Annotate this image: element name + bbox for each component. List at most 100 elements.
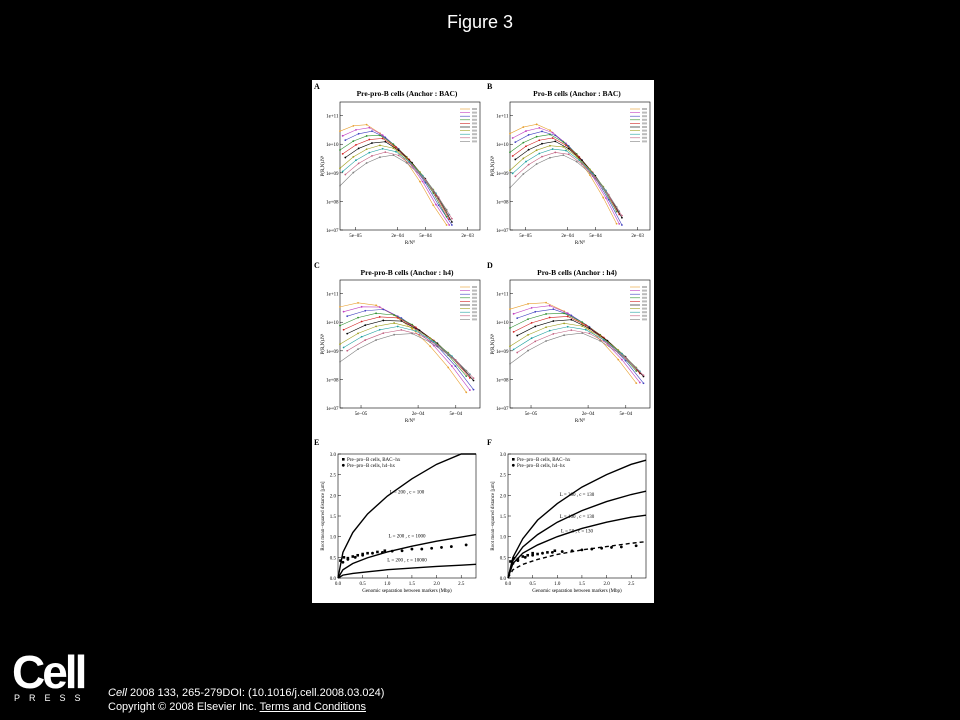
series-line (347, 329, 474, 379)
series-point (588, 332, 591, 335)
x-axis-label: Genomic separation between markers (Mbp) (532, 589, 622, 594)
series-point (342, 346, 345, 349)
series-point (450, 365, 453, 367)
series-point (620, 358, 623, 361)
curve-label: L = 200 , c = 10000 (387, 558, 427, 563)
series-point (565, 149, 567, 152)
series-point (352, 140, 355, 143)
y-axis-label: Root mean−squared distance [µm] (321, 481, 326, 550)
legend-entry-text (472, 115, 477, 118)
series-line (345, 130, 453, 226)
y-tick-label: 2.5 (330, 474, 337, 479)
series-line (339, 124, 447, 226)
y-axis-label: Root mean−squared distance [µm] (491, 481, 496, 550)
series-point (584, 328, 587, 331)
series-point (581, 163, 583, 165)
data-point-circle (590, 547, 594, 551)
series-point (552, 332, 555, 335)
y-tick-label: 2.0 (330, 494, 337, 499)
legend-marker-circle (511, 463, 515, 467)
data-point-square (536, 552, 539, 556)
series-point (392, 147, 395, 150)
series-point (538, 152, 541, 155)
x-tick-label: 1.0 (554, 582, 561, 587)
y-tick-label: 1e+07 (326, 407, 339, 412)
model-curve (507, 459, 647, 579)
model-curve (507, 514, 647, 579)
series-point (395, 150, 397, 153)
series-point (360, 335, 363, 338)
data-point-square (356, 553, 360, 557)
series-point (371, 130, 373, 133)
series-point (541, 130, 543, 133)
data-point-circle (580, 548, 584, 552)
series-point (384, 136, 387, 139)
series-point (522, 173, 525, 175)
panel-title-c: Pre-pro-B cells (Anchor : h4) (361, 268, 454, 277)
legend-entry-text (472, 293, 477, 296)
series-point (447, 366, 450, 369)
data-point-square (351, 555, 355, 558)
series-point (534, 340, 537, 343)
x-tick-label: 0.0 (335, 582, 342, 587)
series-point (365, 148, 368, 151)
legend-entry-text (472, 108, 477, 110)
series-point (352, 155, 355, 158)
series-point (411, 326, 414, 329)
x-axis-label: R/N⁰ (575, 240, 585, 246)
curve-label: L = 200 , c = 1000 (389, 534, 426, 539)
series-point (375, 339, 377, 341)
series-point (339, 305, 341, 308)
data-point-circle (440, 546, 443, 549)
series-point (451, 221, 453, 223)
x-tick-label: 2e−03 (631, 234, 644, 239)
y-tick-label: 1e+11 (496, 115, 509, 120)
series-point (565, 144, 567, 147)
series-point (364, 339, 367, 341)
legend-entry-text (472, 311, 477, 314)
series-point (378, 316, 381, 318)
x-tick-label: 5e−04 (419, 234, 432, 239)
series-point (534, 325, 537, 328)
series-point (429, 341, 432, 344)
series-point (624, 356, 627, 359)
legend-entry-text (642, 289, 647, 292)
series-point (617, 351, 620, 354)
series-line (517, 329, 644, 376)
y-tick-label: 1.0 (500, 536, 507, 541)
series-point (549, 129, 551, 132)
series-point (368, 151, 371, 154)
terms-link[interactable]: Terms and Conditions (259, 701, 366, 713)
series-line (339, 333, 467, 371)
series-point (342, 310, 345, 313)
series-point (615, 222, 618, 225)
legend-entry-text (642, 307, 647, 310)
series-point (339, 184, 341, 187)
series-point (339, 361, 341, 363)
series-point (588, 327, 591, 330)
data-point-circle (353, 555, 357, 559)
y-tick-label: 1e+09 (326, 350, 339, 355)
series-point (465, 391, 468, 394)
series-point (371, 142, 373, 144)
series-point (535, 163, 538, 165)
series-point (509, 345, 511, 348)
data-point-square (516, 557, 520, 561)
plot-frame-d (509, 279, 651, 409)
series-point (525, 160, 527, 163)
series-point (393, 322, 396, 324)
series-point (437, 204, 440, 207)
y-tick-label: 1e+09 (496, 350, 509, 355)
panel-letter-c: C (314, 261, 320, 270)
data-point-circle (560, 550, 564, 553)
series-point (357, 147, 360, 150)
series-point (365, 162, 368, 164)
series-point (375, 325, 377, 328)
x-tick-label: 2e−03 (461, 234, 474, 239)
data-point-circle (464, 543, 468, 547)
series-point (509, 186, 511, 189)
y-axis-label: P(R,N).Nᵈ (320, 155, 326, 176)
series-point (339, 149, 341, 151)
legend-entry-text (642, 118, 647, 121)
series-point (418, 333, 421, 336)
